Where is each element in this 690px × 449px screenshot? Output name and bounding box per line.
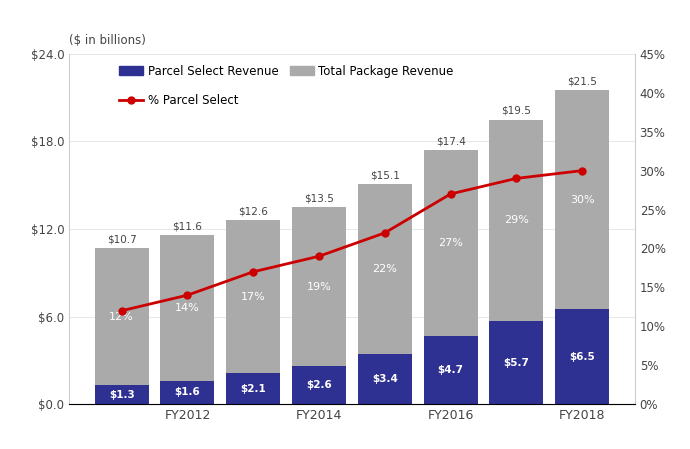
Bar xyxy=(226,220,280,404)
Bar xyxy=(489,321,543,404)
Text: $19.5: $19.5 xyxy=(502,106,531,116)
Text: ($ in billions): ($ in billions) xyxy=(69,34,146,47)
Bar xyxy=(555,90,609,404)
Text: 22%: 22% xyxy=(373,264,397,274)
Bar xyxy=(358,184,412,404)
Text: $4.7: $4.7 xyxy=(437,365,464,375)
Text: $21.5: $21.5 xyxy=(567,77,597,87)
Text: $1.6: $1.6 xyxy=(175,387,200,397)
Text: $2.1: $2.1 xyxy=(240,384,266,394)
Bar xyxy=(95,248,148,404)
Legend: % Parcel Select: % Parcel Select xyxy=(115,89,243,112)
Text: 19%: 19% xyxy=(306,282,331,292)
Bar xyxy=(292,207,346,404)
Bar xyxy=(424,150,477,404)
Text: $5.7: $5.7 xyxy=(504,357,529,368)
Text: $12.6: $12.6 xyxy=(238,207,268,216)
Text: 30%: 30% xyxy=(570,195,594,205)
Bar xyxy=(161,235,215,404)
Bar xyxy=(95,385,148,404)
Text: $2.6: $2.6 xyxy=(306,380,332,390)
Text: 12%: 12% xyxy=(109,312,134,321)
Text: $13.5: $13.5 xyxy=(304,194,334,203)
Bar xyxy=(292,366,346,404)
Text: 14%: 14% xyxy=(175,303,200,313)
Bar xyxy=(555,309,609,404)
Text: 29%: 29% xyxy=(504,215,529,225)
Text: $15.1: $15.1 xyxy=(370,170,400,180)
Bar xyxy=(489,119,543,404)
Bar xyxy=(424,335,477,404)
Text: 17%: 17% xyxy=(241,292,266,302)
Text: $10.7: $10.7 xyxy=(107,234,137,244)
Text: $11.6: $11.6 xyxy=(172,221,202,231)
Bar xyxy=(161,381,215,404)
Text: $17.4: $17.4 xyxy=(435,136,466,146)
Text: $1.3: $1.3 xyxy=(109,390,135,400)
Bar xyxy=(358,355,412,404)
Text: 27%: 27% xyxy=(438,238,463,248)
Bar xyxy=(226,374,280,404)
Text: $6.5: $6.5 xyxy=(569,352,595,362)
Text: $3.4: $3.4 xyxy=(372,374,397,384)
